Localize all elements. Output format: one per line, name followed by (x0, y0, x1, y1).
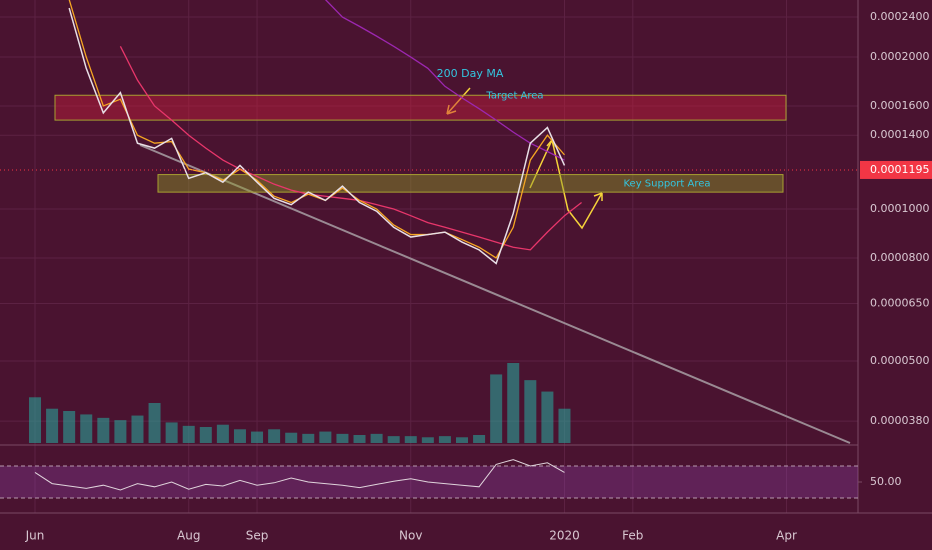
x-tick-label: Sep (246, 529, 269, 543)
volume-bar (268, 429, 281, 443)
volume-bar (285, 432, 298, 443)
arrows (446, 87, 603, 230)
y-tick-label: 0.0000500 (870, 354, 930, 367)
volume-bar (524, 380, 537, 443)
y-tick-label: 0.0000800 (870, 251, 930, 264)
x-tick-label: Nov (399, 529, 422, 543)
volume-bar (165, 422, 178, 443)
zone-label: Key Support Area (623, 178, 710, 189)
x-tick-label: Jun (25, 529, 45, 543)
y-tick-label: 0.0001400 (870, 128, 930, 141)
volume-bar (541, 391, 554, 443)
y-tick-label: 0.0002000 (870, 50, 930, 63)
volume-bar (456, 437, 468, 443)
trend-line (139, 144, 851, 444)
volume-bar (558, 408, 571, 443)
volume-bar (233, 429, 246, 443)
volume-bar (404, 436, 417, 443)
x-tick-label: 2020 (549, 529, 580, 543)
volume-bar (370, 433, 383, 443)
zone (54, 94, 787, 121)
volume-bar (29, 397, 41, 443)
volume-bar (387, 436, 400, 443)
volume-bar (148, 403, 161, 443)
y-tick-label: 0.0001000 (870, 202, 930, 215)
volume-bar (336, 433, 349, 443)
x-tick-label: Aug (177, 529, 200, 543)
y-tick-label: 0.0001600 (870, 99, 930, 112)
price-tag (860, 160, 932, 179)
zone (157, 174, 784, 193)
rsi-line (34, 459, 565, 491)
volume-bar (97, 417, 110, 443)
volume-bar (63, 411, 76, 443)
volume-bar (421, 437, 434, 443)
volume-bar (80, 414, 93, 443)
volume-bar (182, 425, 195, 443)
moving-average (68, 0, 565, 259)
volume-bar (114, 420, 127, 443)
x-tick-label: Feb (622, 529, 643, 543)
volume-bar (46, 408, 59, 443)
y2-tick-label: 50.00 (870, 475, 902, 488)
volume-bar (131, 415, 144, 443)
volume-bar (251, 431, 264, 443)
volume-bar (199, 427, 212, 443)
y-tick-label: 0.0000380 (870, 414, 930, 427)
volume-bar (302, 433, 315, 443)
volume-bar (473, 435, 486, 443)
x-tick-label: Apr (776, 529, 797, 543)
volume-bar (353, 435, 366, 443)
moving-average (119, 46, 582, 251)
volume-bar (319, 431, 332, 443)
y-tick-label: 0.0002400 (870, 10, 930, 23)
y-tick-label: 0.0000650 (870, 296, 930, 309)
annotation: 200 Day MA (437, 67, 504, 80)
moving-average (324, 0, 565, 161)
price-line (68, 7, 566, 265)
volume-bar (490, 374, 503, 443)
price-tag-label: 0.0001195 (870, 163, 930, 176)
volume-bar (216, 424, 229, 443)
volume-bar (507, 363, 520, 443)
zone-label: Target Area (485, 90, 543, 101)
volume-bar (438, 436, 451, 443)
